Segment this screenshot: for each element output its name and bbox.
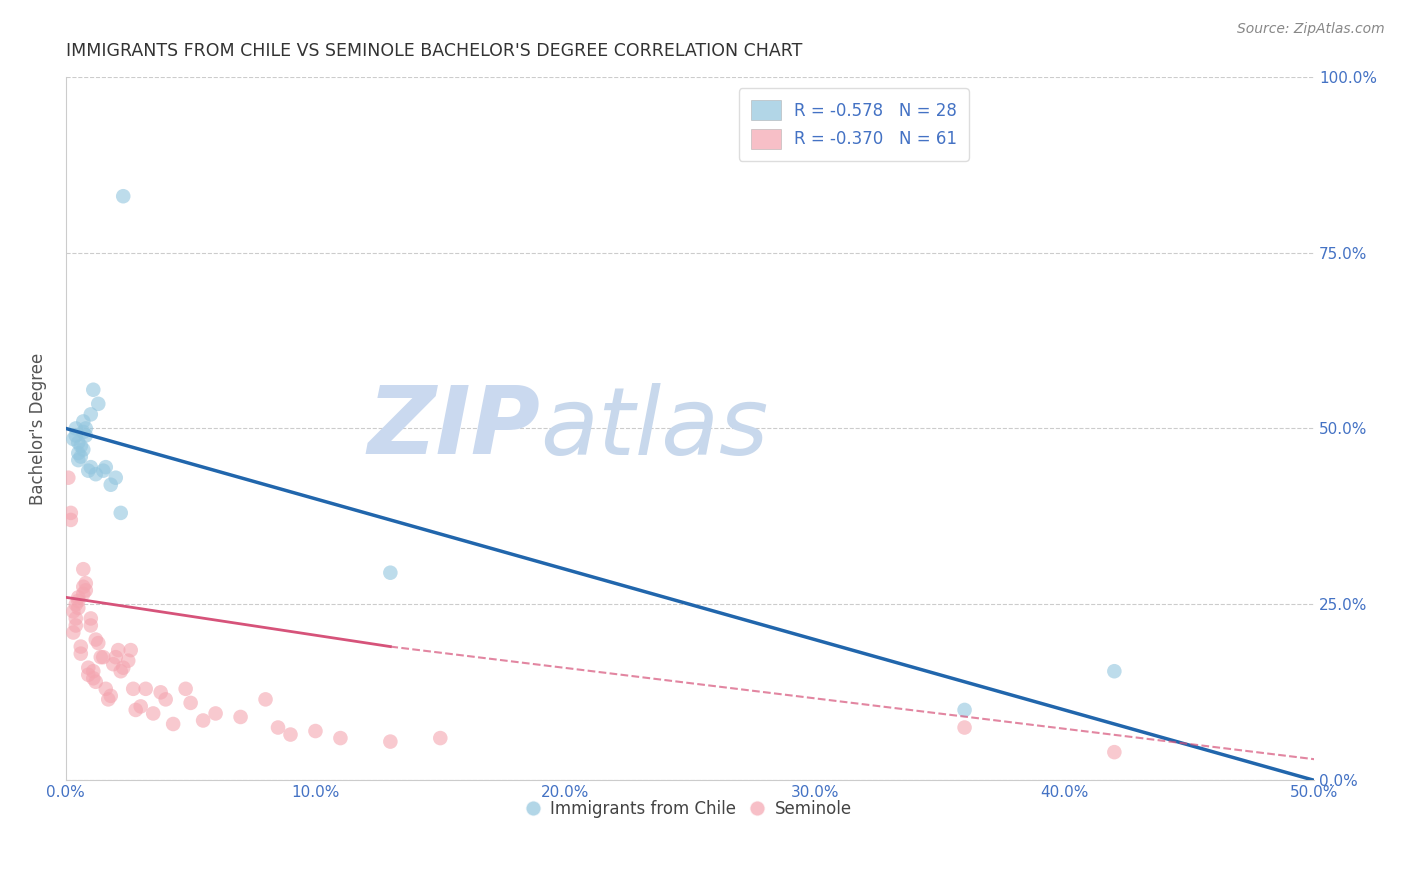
Point — [90, 650, 112, 665]
Point — [69, 450, 91, 464]
Point — [65, 598, 87, 612]
Point — [80, 460, 103, 475]
Point — [254, 692, 277, 706]
Point — [77, 661, 100, 675]
Text: Source: ZipAtlas.com: Source: ZipAtlas.com — [1237, 22, 1385, 37]
Point — [84, 632, 107, 647]
Point — [65, 421, 87, 435]
Point — [84, 467, 107, 482]
Point — [67, 453, 90, 467]
Point — [104, 650, 127, 665]
Point — [100, 477, 122, 491]
Point — [84, 674, 107, 689]
Point — [65, 611, 87, 625]
Point — [155, 692, 177, 706]
Point — [94, 681, 117, 696]
Point — [229, 710, 252, 724]
Point — [75, 576, 97, 591]
Point — [65, 428, 87, 442]
Point — [129, 699, 152, 714]
Point — [117, 654, 139, 668]
Point — [91, 464, 114, 478]
Text: atlas: atlas — [540, 383, 769, 474]
Point — [82, 664, 104, 678]
Point — [75, 421, 97, 435]
Point — [72, 442, 94, 457]
Point — [135, 681, 157, 696]
Point — [122, 681, 145, 696]
Point — [104, 471, 127, 485]
Point — [59, 506, 82, 520]
Text: IMMIGRANTS FROM CHILE VS SEMINOLE BACHELOR'S DEGREE CORRELATION CHART: IMMIGRANTS FROM CHILE VS SEMINOLE BACHEL… — [66, 42, 803, 60]
Point — [120, 643, 142, 657]
Point — [62, 625, 84, 640]
Point — [80, 611, 103, 625]
Point — [380, 566, 402, 580]
Point — [87, 397, 110, 411]
Point — [77, 667, 100, 681]
Point — [107, 643, 129, 657]
Point — [204, 706, 226, 721]
Point — [69, 640, 91, 654]
Point — [267, 721, 290, 735]
Point — [62, 604, 84, 618]
Point — [75, 583, 97, 598]
Point — [174, 681, 197, 696]
Point — [329, 731, 352, 745]
Point — [80, 618, 103, 632]
Point — [1104, 745, 1126, 759]
Point — [67, 446, 90, 460]
Point — [65, 618, 87, 632]
Point — [62, 432, 84, 446]
Point — [191, 714, 214, 728]
Point — [429, 731, 451, 745]
Point — [82, 383, 104, 397]
Point — [94, 460, 117, 475]
Point — [72, 580, 94, 594]
Text: ZIP: ZIP — [367, 383, 540, 475]
Point — [72, 414, 94, 428]
Point — [97, 692, 120, 706]
Point — [82, 671, 104, 685]
Y-axis label: Bachelor's Degree: Bachelor's Degree — [30, 352, 46, 505]
Point — [380, 734, 402, 748]
Point — [67, 435, 90, 450]
Point — [72, 425, 94, 439]
Point — [162, 717, 184, 731]
Point — [67, 591, 90, 605]
Legend: Immigrants from Chile, Seminole: Immigrants from Chile, Seminole — [522, 793, 858, 825]
Point — [953, 703, 976, 717]
Point — [80, 408, 103, 422]
Point — [87, 636, 110, 650]
Point — [72, 587, 94, 601]
Point — [77, 464, 100, 478]
Point — [67, 600, 90, 615]
Point — [304, 724, 326, 739]
Point — [112, 189, 135, 203]
Point — [125, 703, 148, 717]
Point — [142, 706, 165, 721]
Point — [112, 661, 135, 675]
Point — [69, 647, 91, 661]
Point — [280, 727, 302, 741]
Point — [100, 689, 122, 703]
Point — [149, 685, 172, 699]
Point — [59, 513, 82, 527]
Point — [58, 471, 80, 485]
Point — [1104, 664, 1126, 678]
Point — [180, 696, 202, 710]
Point — [67, 594, 90, 608]
Point — [110, 664, 132, 678]
Point — [103, 657, 125, 672]
Point — [69, 439, 91, 453]
Point — [72, 562, 94, 576]
Point — [110, 506, 132, 520]
Point — [91, 650, 114, 665]
Point — [75, 428, 97, 442]
Point — [953, 721, 976, 735]
